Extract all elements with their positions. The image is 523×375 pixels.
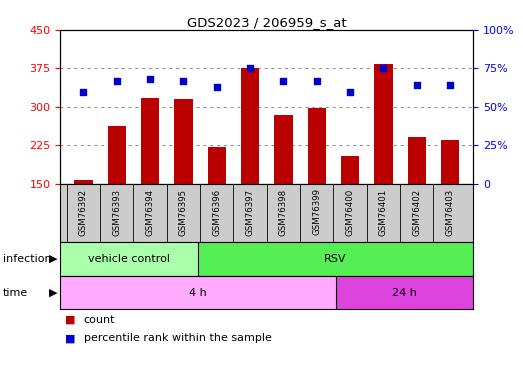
Text: percentile rank within the sample: percentile rank within the sample — [84, 333, 271, 344]
Text: GSM76392: GSM76392 — [79, 188, 88, 236]
Point — [246, 65, 254, 71]
Point — [212, 84, 221, 90]
Text: GSM76400: GSM76400 — [346, 188, 355, 236]
Bar — [274, 115, 292, 184]
Bar — [241, 68, 259, 184]
Bar — [208, 147, 226, 184]
Text: GSM76394: GSM76394 — [145, 188, 155, 236]
Text: ■: ■ — [65, 315, 76, 325]
Point — [146, 76, 154, 82]
Point — [279, 78, 288, 84]
Point — [413, 82, 421, 88]
Text: ■: ■ — [65, 333, 76, 344]
Bar — [441, 140, 459, 184]
Bar — [141, 98, 160, 184]
Text: GSM76397: GSM76397 — [246, 188, 255, 236]
Text: vehicle control: vehicle control — [88, 254, 170, 264]
Point — [112, 78, 121, 84]
Text: RSV: RSV — [324, 254, 347, 264]
Bar — [407, 136, 426, 184]
Text: GSM76399: GSM76399 — [312, 188, 321, 236]
Text: GSM76402: GSM76402 — [412, 188, 421, 236]
Bar — [74, 180, 93, 184]
Text: GSM76401: GSM76401 — [379, 188, 388, 236]
Bar — [374, 64, 393, 184]
Bar — [60, 242, 198, 276]
Title: GDS2023 / 206959_s_at: GDS2023 / 206959_s_at — [187, 16, 347, 29]
Bar — [341, 156, 359, 184]
Point — [313, 78, 321, 84]
Text: GSM76398: GSM76398 — [279, 188, 288, 236]
Text: 24 h: 24 h — [392, 288, 417, 297]
Text: count: count — [84, 315, 115, 325]
Point — [379, 65, 388, 71]
Text: 4 h: 4 h — [189, 288, 207, 297]
Text: infection: infection — [3, 254, 51, 264]
Text: GSM76403: GSM76403 — [446, 188, 454, 236]
Bar — [174, 99, 192, 184]
Point — [179, 78, 188, 84]
Text: ▶: ▶ — [49, 288, 58, 297]
Text: time: time — [3, 288, 28, 297]
Bar — [308, 108, 326, 184]
Bar — [198, 242, 473, 276]
Point — [346, 88, 354, 94]
Bar — [60, 276, 336, 309]
Text: GSM76395: GSM76395 — [179, 188, 188, 236]
Text: GSM76393: GSM76393 — [112, 188, 121, 236]
Point — [446, 82, 454, 88]
Text: ▶: ▶ — [49, 254, 58, 264]
Text: GSM76396: GSM76396 — [212, 188, 221, 236]
Bar — [108, 126, 126, 184]
Point — [79, 88, 88, 94]
Bar — [336, 276, 473, 309]
